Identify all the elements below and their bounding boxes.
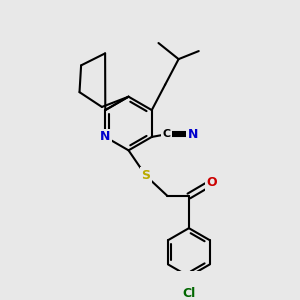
Text: N: N [188, 128, 199, 141]
Text: N: N [100, 130, 110, 143]
Text: S: S [142, 169, 151, 182]
Text: C: C [163, 129, 171, 139]
Text: O: O [206, 176, 217, 189]
Text: Cl: Cl [182, 287, 196, 300]
